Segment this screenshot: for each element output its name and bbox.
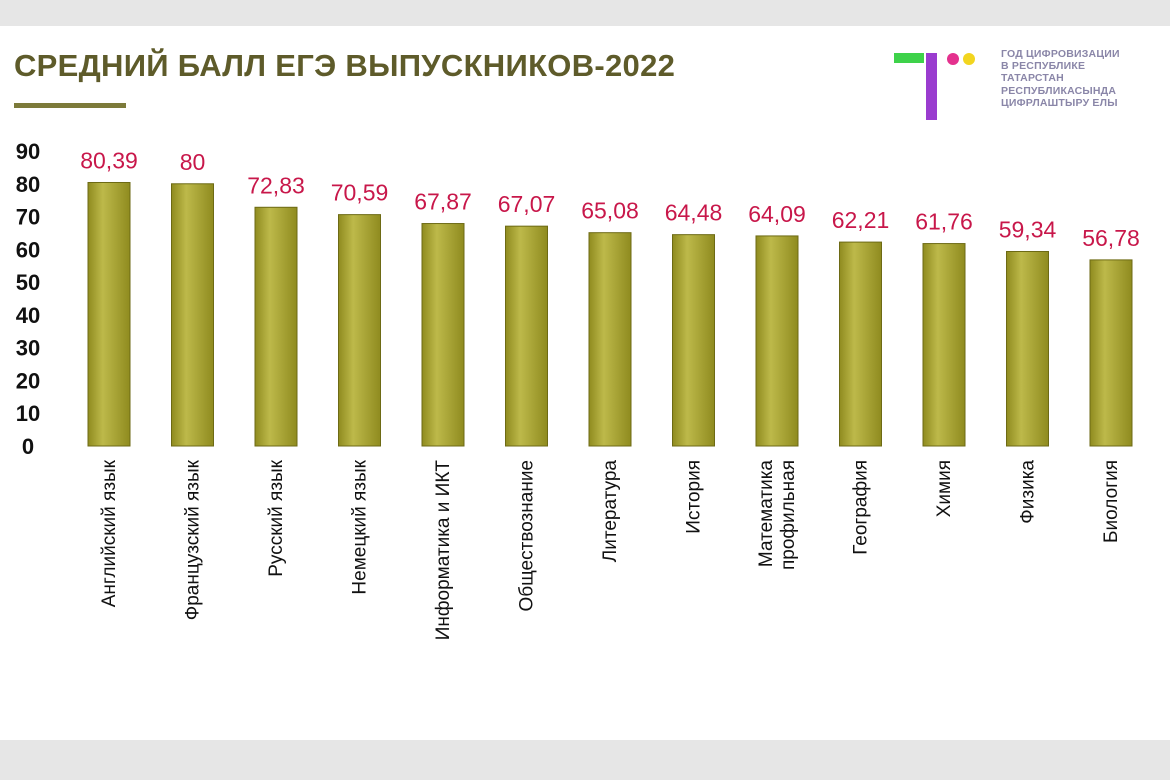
x-category-label: Биология (1101, 460, 1122, 543)
bar (254, 206, 298, 447)
data-label: 65,08 (581, 198, 639, 224)
bar (171, 183, 214, 447)
x-category-label: Химия (934, 460, 955, 517)
digitalization-year-logo-icon (894, 53, 975, 120)
data-label: 67,87 (414, 189, 472, 215)
x-category-label-line: профильная (778, 460, 799, 570)
y-tick-label: 20 (16, 368, 40, 393)
y-tick-label: 50 (16, 270, 40, 295)
x-category-label-line: Химия (934, 460, 955, 517)
bar (755, 235, 799, 447)
data-label: 70,59 (331, 180, 389, 206)
bar (672, 234, 715, 447)
x-category-label-line: Английский язык (99, 459, 120, 607)
x-category-label-line: География (851, 460, 872, 555)
data-label: 72,83 (247, 172, 305, 198)
logo-yellow-dot (963, 53, 975, 65)
bar (1006, 250, 1049, 447)
x-category-label-line: Биология (1101, 460, 1122, 543)
x-axis: Английский язык Французский язык Русский я… (99, 459, 1122, 640)
logo-text-line: В РЕСПУБЛИКЕ (1001, 60, 1086, 73)
bar (922, 243, 966, 447)
bar (87, 181, 131, 447)
logo: ГОД ЦИФРОВИЗАЦИИ В РЕСПУБЛИКЕ ТАТАРСТАН … (894, 48, 1154, 124)
bar (588, 232, 632, 447)
x-category-label: История (684, 460, 705, 534)
logo-pink-dot (947, 53, 959, 65)
logo-text: ГОД ЦИФРОВИЗАЦИИ В РЕСПУБЛИКЕ ТАТАРСТАН … (1001, 48, 1161, 109)
x-category-label: Обществознание (517, 460, 538, 612)
logo-green-bar (894, 53, 924, 63)
data-label: 56,78 (1082, 225, 1140, 251)
x-category-label: Русский язык (266, 459, 287, 576)
data-label: 80,39 (80, 147, 138, 173)
bar (839, 241, 882, 447)
x-category-label: География (851, 460, 872, 555)
data-label: 62,21 (832, 207, 890, 233)
data-label: 59,34 (999, 216, 1057, 242)
logo-purple-bar (926, 53, 937, 120)
bar (338, 214, 381, 447)
logo-text-line: ЦИФРЛАШТЫРУ ЕЛЫ (1001, 96, 1118, 109)
logo-text-line: ГОД ЦИФРОВИЗАЦИИ (1001, 48, 1120, 60)
x-category-label: Немецкий язык (350, 459, 371, 594)
title-underline (14, 103, 126, 108)
x-category-label-line: Физика (1018, 460, 1039, 524)
bar (505, 225, 548, 447)
logo-text-line: РЕСПУБЛИКАСЫНДА (1001, 84, 1117, 97)
x-category-label-line: Обществознание (517, 460, 538, 612)
y-tick-label: 30 (16, 336, 40, 361)
logo-text-line: ТАТАРСТАН (1001, 72, 1064, 85)
y-tick-label: 0 (22, 434, 34, 459)
page-title: СРЕДНИЙ БАЛЛ ЕГЭ ВЫПУСКНИКОВ-2022 (14, 48, 676, 83)
y-tick-label: 80 (16, 172, 40, 197)
y-tick-label: 10 (16, 401, 40, 426)
data-label: 61,76 (915, 209, 973, 235)
y-tick-label: 40 (16, 303, 40, 328)
x-category-label: Французский язык (183, 459, 204, 620)
x-category-label-line: История (684, 460, 705, 534)
data-label: 80 (180, 149, 206, 175)
x-category-label: Математика профильная (756, 460, 799, 570)
data-label: 67,07 (498, 191, 556, 217)
bar-series (87, 181, 1133, 447)
x-category-label-line: Информатика и ИКТ (433, 460, 454, 641)
bar (421, 223, 465, 447)
bar (1089, 259, 1133, 447)
x-category-label-line: Литература (600, 460, 621, 563)
x-category-label-line: Французский язык (183, 459, 204, 620)
data-label: 64,48 (665, 200, 723, 226)
y-tick-label: 70 (16, 205, 40, 230)
data-labels: 80,39 80 72,83 70,59 67,87 67,07 65,08 64,48 64,… (80, 147, 1140, 250)
x-category-label-line: Немецкий язык (350, 459, 371, 594)
y-tick-label: 60 (16, 237, 40, 262)
y-axis: 0 10 20 30 40 50 60 70 80 90 (16, 139, 40, 459)
x-category-label: Физика (1018, 460, 1039, 524)
y-tick-label: 90 (16, 139, 40, 164)
x-category-label: Английский язык (99, 459, 120, 607)
x-category-label-line: Математика (756, 460, 777, 568)
data-label: 64,09 (748, 201, 806, 227)
x-category-label: Литература (600, 460, 621, 563)
x-category-label-line: Русский язык (266, 459, 287, 576)
x-category-label: Информатика и ИКТ (433, 460, 454, 641)
